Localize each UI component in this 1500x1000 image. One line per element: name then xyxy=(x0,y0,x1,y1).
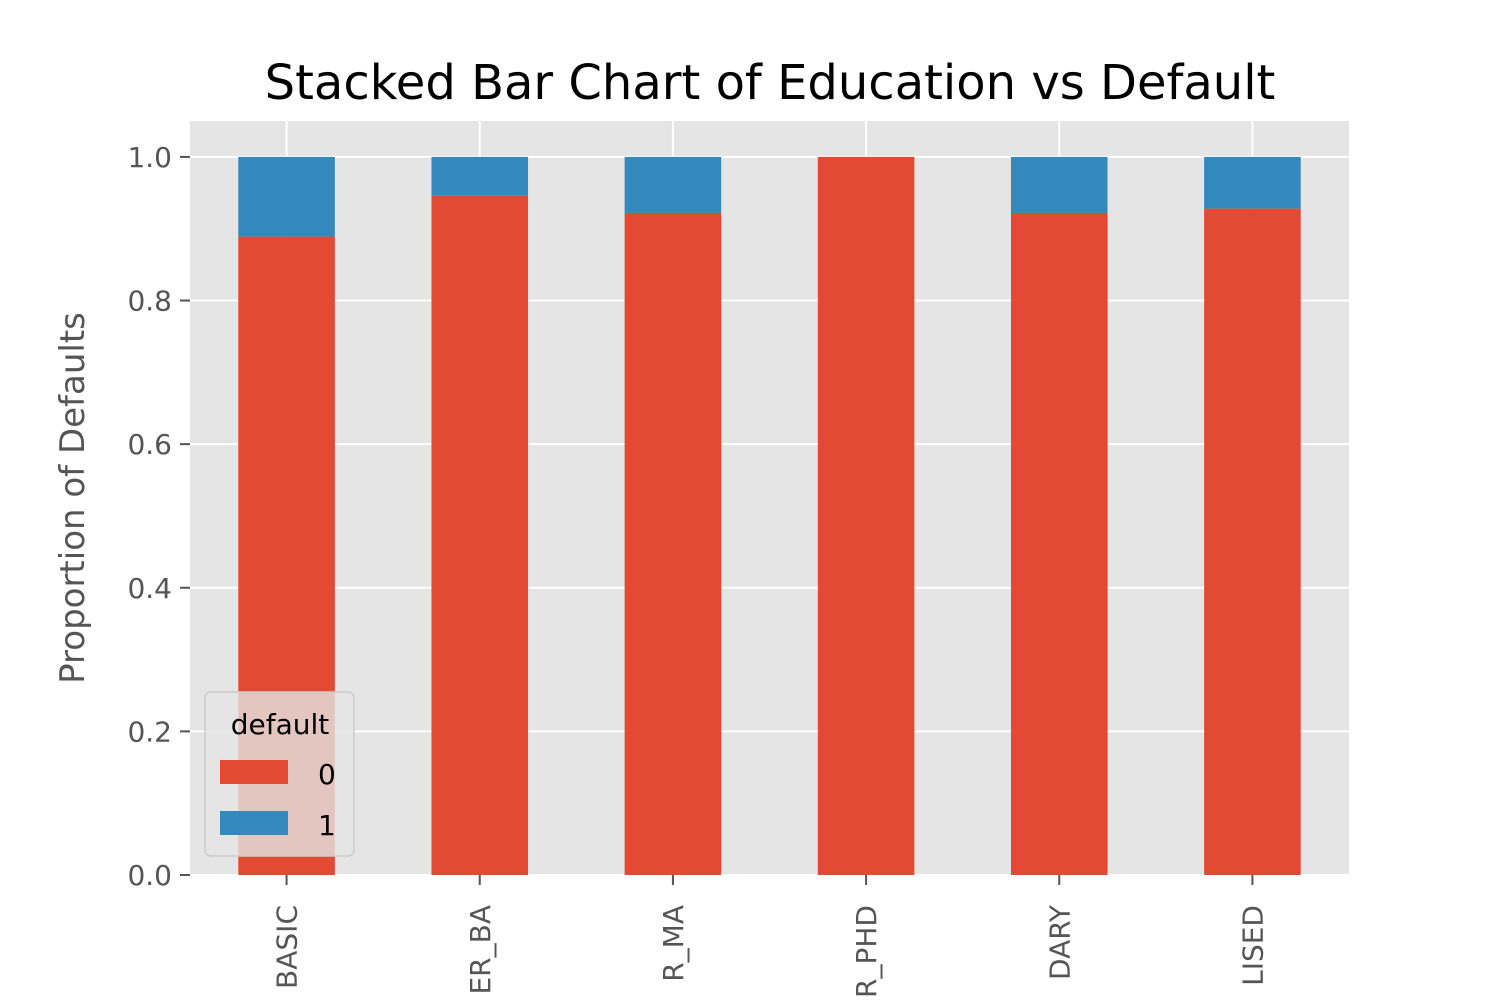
y-tick-label: 0.0 xyxy=(127,859,172,892)
y-tick-label: 0.4 xyxy=(127,572,172,605)
bar-segment-r-ma-default-1 xyxy=(624,156,722,213)
y-axis-label: Proportion of Defaults xyxy=(53,312,93,684)
bar-segment-er-ba-default-0 xyxy=(431,195,529,876)
legend-swatch-1 xyxy=(220,811,288,835)
x-tick-label: R_PHD xyxy=(850,905,883,998)
x-tick-label: BASIC xyxy=(271,905,304,989)
legend-label-1: 1 xyxy=(318,809,336,842)
x-axis-ticks: BASIC ER_BA R_MA R_PHD DARY LISED xyxy=(271,875,1269,998)
x-tick-label: LISED xyxy=(1236,905,1269,986)
bar-segment-er-ba-default-1 xyxy=(431,156,529,196)
y-tick-label: 0.8 xyxy=(127,285,172,318)
bar-segment-dary-default-1 xyxy=(1010,156,1108,213)
x-tick-label: DARY xyxy=(1043,904,1076,980)
bar-segment-r-ma-default-0 xyxy=(624,212,722,875)
y-tick-label: 0.2 xyxy=(127,715,172,748)
bar-segment-lised-default-1 xyxy=(1204,156,1301,209)
x-tick-label: R_MA xyxy=(657,905,690,982)
bar-segment-dary-default-0 xyxy=(1010,212,1108,875)
bar-segment-basic-default-1 xyxy=(238,156,335,237)
chart-title: Stacked Bar Chart of Education vs Defaul… xyxy=(265,55,1276,111)
bar-segment-r-phd-default-0 xyxy=(817,156,915,875)
y-tick-label: 1.0 xyxy=(127,141,172,174)
legend-swatch-0 xyxy=(220,760,288,784)
legend-label-0: 0 xyxy=(318,758,336,791)
plot-area xyxy=(190,121,1349,875)
legend-title: default xyxy=(231,708,330,741)
legend: default 0 1 xyxy=(204,691,355,857)
y-axis-ticks: 0.0 0.2 0.4 0.6 0.8 1.0 xyxy=(127,141,190,892)
bar-segment-lised-default-0 xyxy=(1204,208,1301,876)
y-tick-label: 0.6 xyxy=(127,428,172,461)
x-tick-label: ER_BA xyxy=(464,905,497,995)
